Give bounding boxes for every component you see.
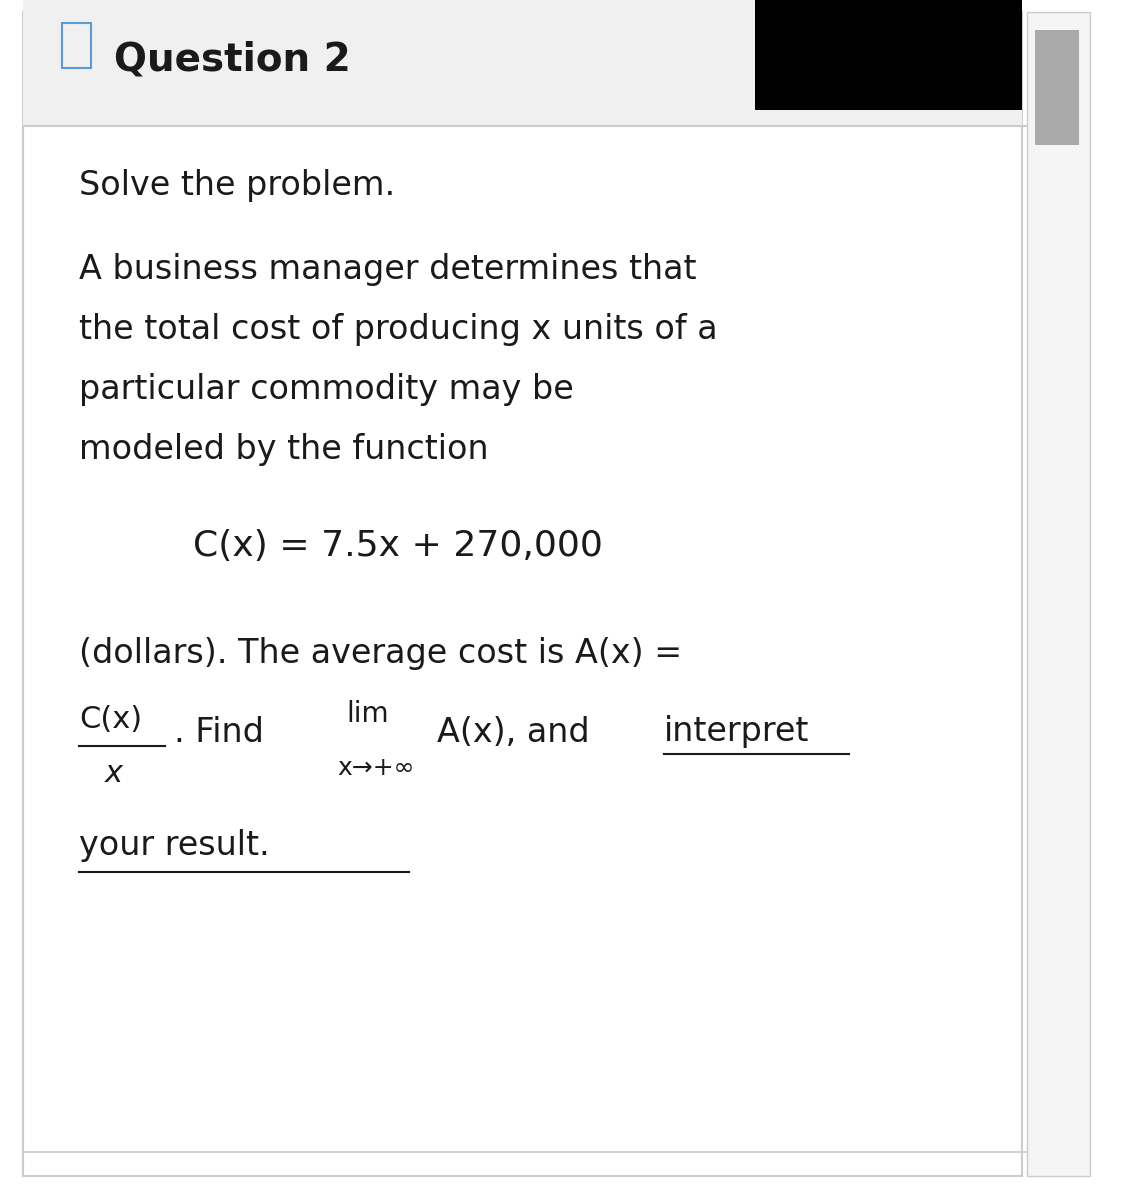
Text: C(x): C(x)	[79, 706, 143, 734]
FancyBboxPatch shape	[1035, 30, 1078, 144]
Text: modeled by the function: modeled by the function	[79, 433, 489, 467]
Text: Question 2: Question 2	[114, 41, 351, 79]
FancyBboxPatch shape	[23, 12, 1022, 1176]
Text: Solve the problem.: Solve the problem.	[79, 169, 396, 203]
Text: interpret: interpret	[664, 715, 809, 749]
Text: (dollars). The average cost is A(x) =: (dollars). The average cost is A(x) =	[79, 637, 682, 671]
Text: x: x	[104, 760, 123, 788]
FancyBboxPatch shape	[1027, 12, 1090, 1176]
Text: particular commodity may be: particular commodity may be	[79, 373, 574, 407]
Text: lim: lim	[346, 700, 389, 728]
FancyBboxPatch shape	[755, 0, 1022, 110]
FancyBboxPatch shape	[23, 0, 1022, 126]
Text: . Find: . Find	[174, 715, 263, 749]
Text: C(x) = 7.5x + 270,000: C(x) = 7.5x + 270,000	[193, 529, 603, 563]
Text: x→+∞: x→+∞	[337, 756, 414, 780]
Text: the total cost of producing x units of a: the total cost of producing x units of a	[79, 313, 718, 347]
Text: A business manager determines that: A business manager determines that	[79, 253, 697, 287]
Text: A(x), and: A(x), and	[437, 715, 600, 749]
Text: your result.: your result.	[79, 829, 270, 863]
